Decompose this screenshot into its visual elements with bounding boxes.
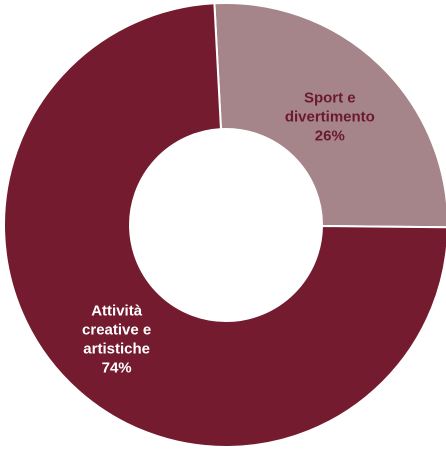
slice-label-0: Sport e divertimento 26% [285, 90, 375, 145]
slice-label-line-1-2: artistiche [83, 341, 150, 358]
slice-0 [213, 2, 446, 229]
slice-value-1: 74% [102, 360, 132, 377]
slice-1 [3, 2, 446, 448]
slice-label-line-0-0: Sport e [304, 90, 356, 107]
slice-value-0: 26% [315, 128, 345, 145]
slice-label-1: Attività creative e artistiche 74% [82, 303, 151, 377]
slice-label-line-1-0: Attività [91, 303, 142, 320]
slice-label-line-0-1: divertimento [285, 109, 375, 126]
slice-label-line-1-1: creative e [82, 322, 151, 339]
